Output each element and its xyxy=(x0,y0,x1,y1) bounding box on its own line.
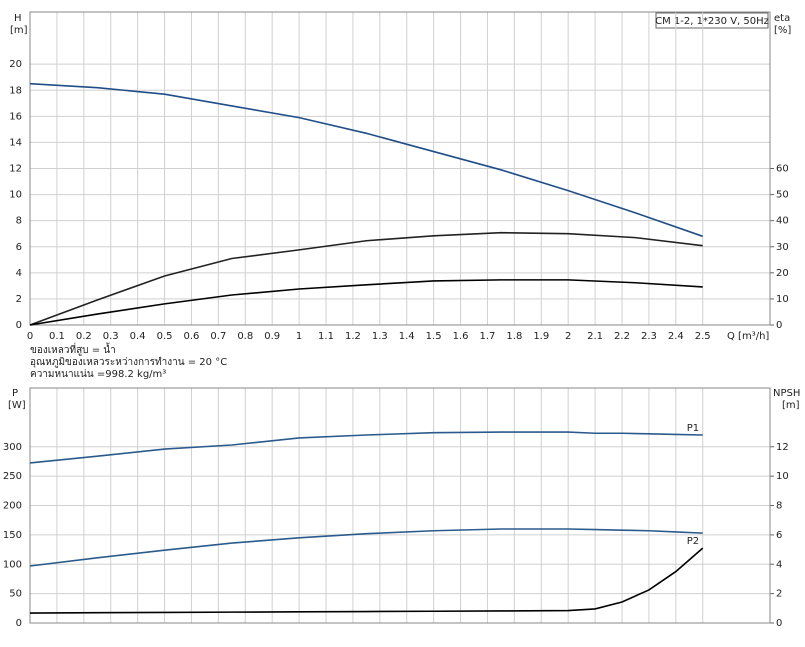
y-unit: [m] xyxy=(10,25,28,36)
y2-tick-label: 60 xyxy=(776,164,789,175)
y-tick-label: 50 xyxy=(9,589,22,600)
x-tick-label: 0.3 xyxy=(103,331,119,342)
x-tick-label: 2 xyxy=(565,331,571,342)
note: ความหนาแน่น =998.2 kg/m³ xyxy=(30,369,166,380)
y2-tick-label: 30 xyxy=(776,242,789,253)
curve xyxy=(29,528,703,567)
y2-tick-label: 10 xyxy=(776,471,789,482)
y2-unit: [m] xyxy=(782,400,800,411)
curve xyxy=(29,279,703,326)
y2-tick-label: 4 xyxy=(776,559,782,570)
x-tick-label: 2.4 xyxy=(668,331,684,342)
y2-tick-label: 0 xyxy=(776,320,782,331)
y2-label: eta xyxy=(774,13,790,24)
annotation-box xyxy=(655,12,769,29)
x-tick-label: 0.8 xyxy=(237,331,253,342)
y-tick-label: 20 xyxy=(9,59,22,70)
note: ของเหลวที่สูบ = น้ำ xyxy=(30,342,116,356)
x-tick-label: 2.1 xyxy=(587,331,603,342)
y-unit: [W] xyxy=(8,400,26,411)
x-tick-label: 0.1 xyxy=(49,331,65,342)
x-tick-label: 0.2 xyxy=(76,331,92,342)
x-tick-label: 1.9 xyxy=(533,331,549,342)
y-label: H xyxy=(14,13,22,24)
curve xyxy=(29,82,703,238)
series-label: P1 xyxy=(687,423,699,434)
curve xyxy=(29,231,703,326)
y2-tick-label: 2 xyxy=(776,589,782,600)
x-tick-label: 0.5 xyxy=(157,331,173,342)
y-label: P xyxy=(12,388,18,399)
x-tick-label: 1.8 xyxy=(506,331,522,342)
y-tick-label: 2 xyxy=(16,294,22,305)
x-tick-label: 0.7 xyxy=(210,331,226,342)
x-label: Q [m³/h] xyxy=(727,331,769,342)
x-tick-label: 1 xyxy=(296,331,302,342)
y-tick-label: 100 xyxy=(3,559,22,570)
x-tick-label: 2.2 xyxy=(614,331,630,342)
x-tick-label: 1.7 xyxy=(480,331,496,342)
x-tick-label: 0.9 xyxy=(264,331,280,342)
y2-label: NPSH xyxy=(773,388,800,399)
y2-tick-label: 50 xyxy=(776,190,789,201)
y2-tick-label: 6 xyxy=(776,530,782,541)
annotation: CM 1-2, 1*230 V, 50Hz xyxy=(655,16,769,27)
y2-unit: [%] xyxy=(774,25,791,36)
y-tick-label: 10 xyxy=(9,190,22,201)
y2-tick-label: 10 xyxy=(776,294,789,305)
curve xyxy=(29,547,704,614)
y-tick-label: 6 xyxy=(16,242,22,253)
x-tick-label: 1.1 xyxy=(318,331,334,342)
y2-tick-label: 8 xyxy=(776,501,782,512)
curve xyxy=(29,431,703,464)
y-tick-label: 18 xyxy=(9,85,22,96)
y2-tick-label: 40 xyxy=(776,216,789,227)
y-tick-label: 12 xyxy=(9,164,22,175)
y-tick-label: 8 xyxy=(16,216,22,227)
x-tick-label: 1.5 xyxy=(426,331,442,342)
y-tick-label: 300 xyxy=(3,442,22,453)
x-tick-label: 1.3 xyxy=(372,331,388,342)
y-tick-label: 16 xyxy=(9,111,22,122)
x-tick-label: 1.2 xyxy=(345,331,361,342)
x-tick-label: 1.6 xyxy=(453,331,469,342)
x-tick-label: 0.6 xyxy=(184,331,200,342)
y-tick-label: 200 xyxy=(3,501,22,512)
x-tick-label: 1.4 xyxy=(399,331,415,342)
y-tick-label: 250 xyxy=(3,471,22,482)
y-tick-label: 0 xyxy=(16,320,22,331)
x-tick-label: 0 xyxy=(27,331,33,342)
y2-tick-label: 0 xyxy=(776,618,782,629)
y-tick-label: 4 xyxy=(16,268,22,279)
note: อุณหภูมิของเหลวระหว่างการทำงาน = 20 °C xyxy=(30,357,227,368)
plot-frame xyxy=(29,387,771,624)
y-tick-label: 14 xyxy=(9,137,22,148)
series-label: P2 xyxy=(687,536,699,547)
y2-tick-label: 20 xyxy=(776,268,789,279)
y-tick-label: 150 xyxy=(3,530,22,541)
y-tick-label: 0 xyxy=(16,618,22,629)
x-tick-label: 0.4 xyxy=(130,331,146,342)
plot-frame xyxy=(29,11,771,326)
x-tick-label: 2.5 xyxy=(695,331,711,342)
y2-tick-label: 12 xyxy=(776,442,789,453)
x-tick-label: 2.3 xyxy=(641,331,657,342)
